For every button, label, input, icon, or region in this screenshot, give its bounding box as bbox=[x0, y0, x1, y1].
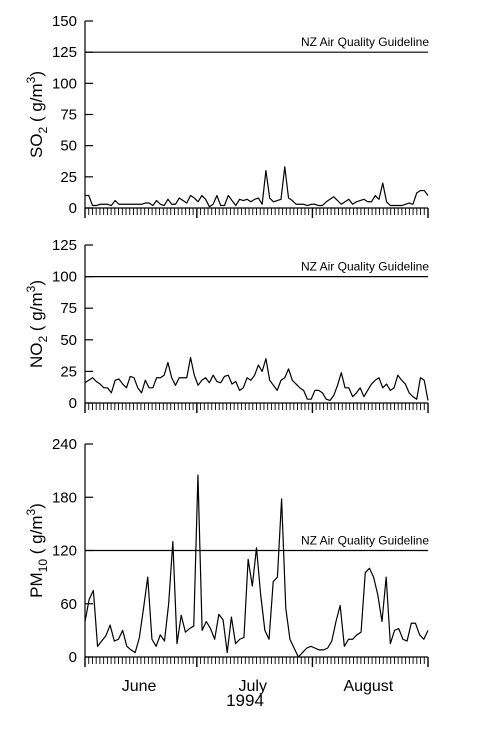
so2-y-label: SO2 ( g/m3) bbox=[24, 71, 50, 158]
pm10-y-label-mid: ( g/m bbox=[27, 516, 46, 559]
pm10-y-label-post: ) bbox=[27, 503, 46, 509]
no2-guideline-label: NZ Air Quality Guideline bbox=[301, 260, 429, 274]
no2-y-label-sub: 2 bbox=[36, 336, 50, 343]
no2-y-tick-label: 25 bbox=[60, 363, 77, 380]
no2-y-label: NO2 ( g/m3) bbox=[24, 280, 50, 368]
so2-y-label-pre: SO bbox=[27, 133, 46, 158]
so2-series-line bbox=[85, 166, 429, 208]
no2-y-label-pre: NO bbox=[27, 343, 46, 369]
month-labels: June July August bbox=[122, 678, 394, 695]
pm10-y-label-sub: 10 bbox=[36, 559, 50, 573]
no2-y-tick-label: 75 bbox=[60, 300, 77, 317]
so2-y-tick-label: 75 bbox=[60, 107, 77, 124]
no2-y-tick-label: 125 bbox=[52, 237, 77, 254]
no2-panel: 0 25 50 75 100 125 NZ Air Quality Guideline NO2… bbox=[24, 237, 429, 413]
pm10-y-tick-label: 0 bbox=[69, 649, 77, 666]
no2-y-tick-label: 0 bbox=[69, 395, 77, 412]
so2-y-label-sub: 2 bbox=[36, 126, 50, 133]
no2-y-tick-label: 100 bbox=[52, 269, 77, 286]
no2-series-line bbox=[84, 356, 429, 402]
no2-y-label-sup: 3 bbox=[24, 285, 38, 292]
so2-y-tick-label: 25 bbox=[60, 169, 77, 186]
so2-y-label-sup: 3 bbox=[24, 76, 38, 83]
so2-y-tick-label: 0 bbox=[69, 200, 77, 217]
so2-y-label-post: ) bbox=[27, 71, 46, 77]
month-label: July bbox=[239, 678, 267, 695]
pm10-guideline-label: NZ Air Quality Guideline bbox=[301, 534, 429, 548]
so2-y-tick-label: 125 bbox=[52, 44, 77, 61]
pm10-y-tick-label: 60 bbox=[60, 596, 77, 613]
no2-y-label-mid: ( g/m bbox=[27, 292, 46, 335]
pm10-y-label-sup: 3 bbox=[24, 509, 38, 516]
pm10-y-label-pre: PM bbox=[27, 572, 46, 598]
pm10-y-tick-label: 180 bbox=[52, 489, 77, 506]
so2-y-tick-label: 50 bbox=[60, 138, 77, 155]
pm10-y-tick-label: 240 bbox=[52, 436, 77, 453]
month-label: June bbox=[122, 678, 157, 695]
pm10-y-label: PM10 ( g/m3) bbox=[24, 503, 50, 598]
month-label: August bbox=[343, 678, 393, 695]
no2-y-tick-label: 50 bbox=[60, 332, 77, 349]
pm10-y-tick-label: 120 bbox=[52, 543, 77, 560]
so2-y-tick-label: 150 bbox=[52, 13, 77, 30]
so2-guideline-label: NZ Air Quality Guideline bbox=[301, 35, 429, 49]
so2-y-label-mid: ( g/m bbox=[27, 83, 46, 126]
pm10-panel: 0 60 120 180 240 NZ Air Quality Guideline PM10… bbox=[24, 436, 429, 667]
so2-y-tick-label: 100 bbox=[52, 75, 77, 92]
pm10-series-line bbox=[84, 474, 429, 658]
no2-y-label-post: ) bbox=[27, 280, 46, 286]
so2-panel: 0 25 50 75 100 125 150 NZ Air Quality Guideline… bbox=[24, 13, 429, 218]
year-label: 1994 bbox=[226, 691, 264, 710]
